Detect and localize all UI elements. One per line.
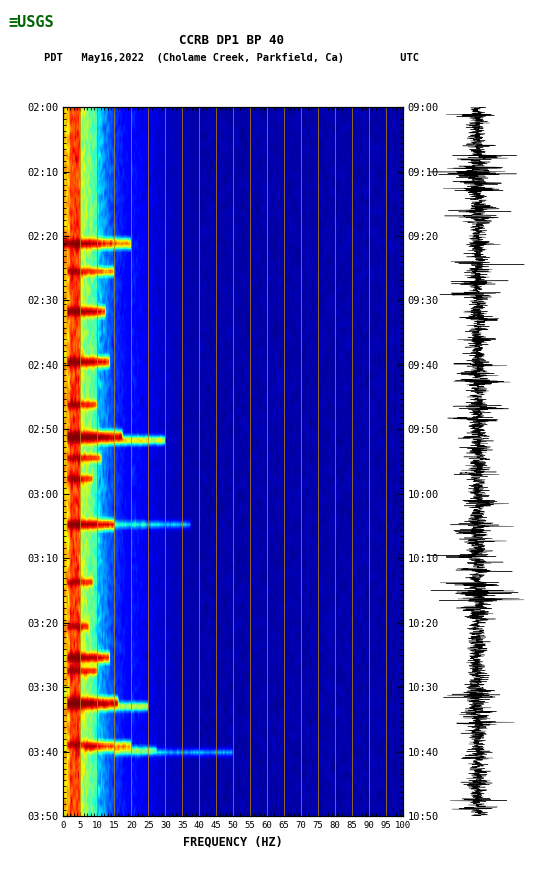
- Text: ≡USGS: ≡USGS: [9, 15, 55, 29]
- Text: PDT   May16,2022  (Cholame Creek, Parkfield, Ca)         UTC: PDT May16,2022 (Cholame Creek, Parkfield…: [44, 53, 420, 63]
- X-axis label: FREQUENCY (HZ): FREQUENCY (HZ): [183, 836, 283, 848]
- Text: CCRB DP1 BP 40: CCRB DP1 BP 40: [179, 34, 284, 46]
